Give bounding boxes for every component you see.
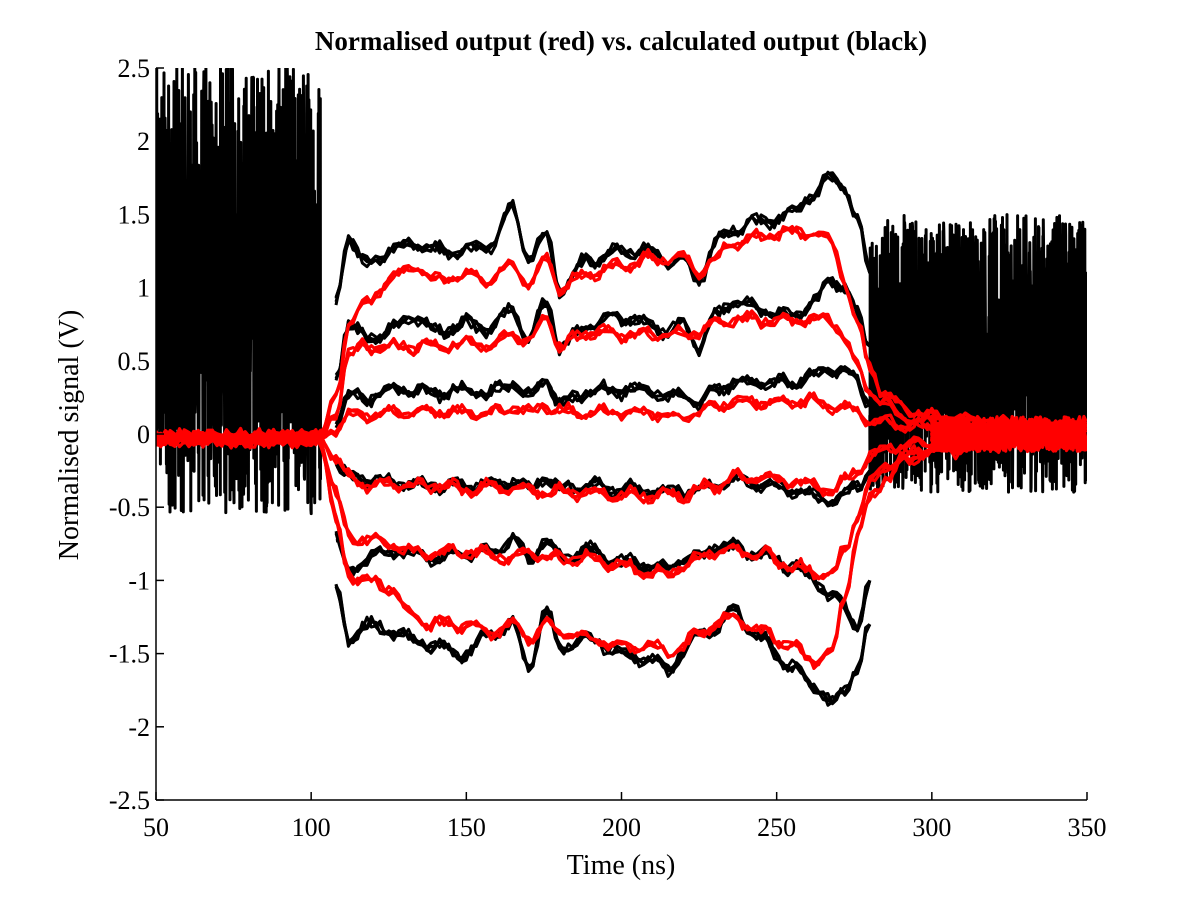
y-tick-label: 1.5 bbox=[118, 200, 151, 229]
normalised-output-trace bbox=[156, 391, 1087, 450]
y-tick-label: -2 bbox=[128, 713, 150, 742]
calculated-output-trace bbox=[334, 172, 872, 299]
x-tick-label: 100 bbox=[292, 813, 331, 842]
axes: 50 100 150 200 250 300 350 -2.5 -2 -1.5 -1 -0.5 0 0.5… bbox=[109, 54, 1107, 842]
y-tick-label: -1.5 bbox=[109, 640, 150, 669]
y-tick-label: 2.5 bbox=[118, 54, 151, 83]
x-tick-label: 150 bbox=[447, 813, 486, 842]
x-axis-title: Time (ns) bbox=[567, 850, 676, 881]
chart-title: Normalised output (red) vs. calculated o… bbox=[315, 26, 927, 56]
y-tick-label: 0.5 bbox=[118, 347, 151, 376]
x-tick-label: 300 bbox=[912, 813, 951, 842]
y-tick-label: 1 bbox=[137, 274, 150, 303]
calculated-output-trace bbox=[334, 365, 871, 429]
plot-area bbox=[156, 68, 1087, 707]
y-tick-label: -0.5 bbox=[109, 493, 150, 522]
y-tick-label: 0 bbox=[137, 420, 150, 449]
x-tick-label: 200 bbox=[602, 813, 641, 842]
calculated-output-trace bbox=[334, 170, 872, 298]
normalised-output-trace bbox=[156, 429, 1087, 671]
calculated-output-trace bbox=[334, 171, 872, 303]
y-axis-title: Normalised signal (V) bbox=[54, 310, 85, 560]
y-tick-label: -2.5 bbox=[109, 786, 150, 815]
x-tick-label: 50 bbox=[143, 813, 169, 842]
y-tick-label: -1 bbox=[128, 566, 150, 595]
y-tick-label: 2 bbox=[137, 127, 150, 156]
x-tick-label: 350 bbox=[1068, 813, 1107, 842]
calculated-output-trace bbox=[334, 175, 872, 306]
x-tick-label: 250 bbox=[757, 813, 796, 842]
calculated-output-trace bbox=[334, 585, 871, 707]
calculated-output-trace bbox=[334, 530, 872, 629]
calculated-output-trace bbox=[334, 366, 872, 425]
